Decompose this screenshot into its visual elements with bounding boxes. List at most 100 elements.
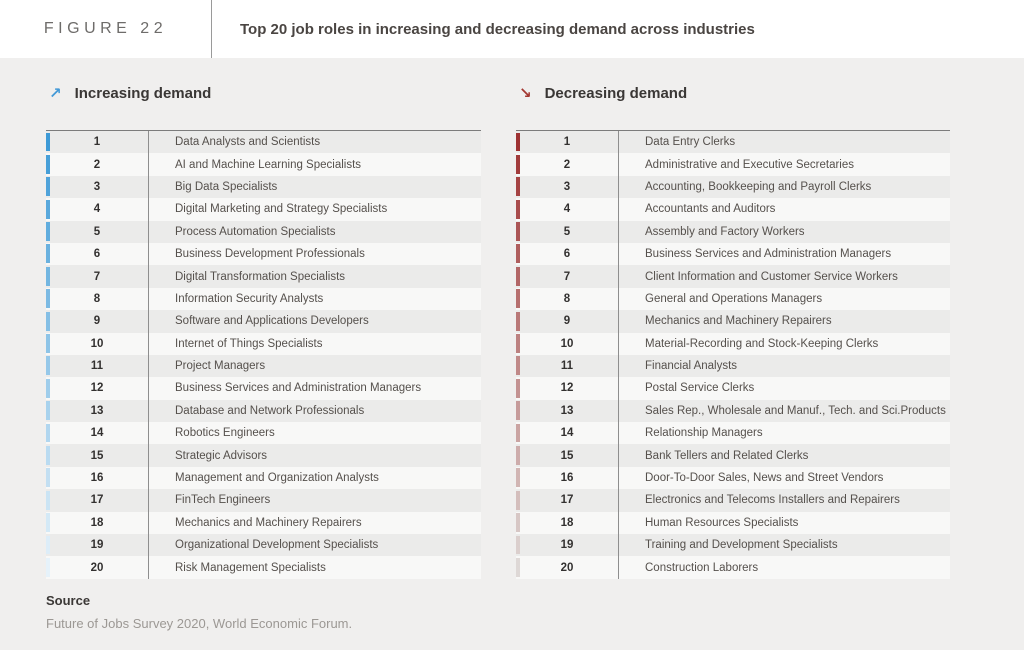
rank-tick — [46, 423, 50, 443]
role-label: Data Entry Clerks — [645, 136, 736, 149]
rank-tick — [46, 513, 50, 533]
decreasing-demand-heading: Decreasing demand — [544, 84, 688, 102]
rank-tick — [46, 334, 50, 353]
role-label: Software and Applications Developers — [175, 315, 369, 328]
rank-row: 20 Risk Management Specialists — [46, 556, 481, 579]
rank-tick — [516, 244, 520, 264]
rank-tick — [516, 356, 520, 376]
role-label: General and Operations Managers — [645, 292, 823, 305]
rank-number: 13 — [46, 399, 149, 423]
rank-number: 17 — [46, 489, 149, 512]
role-label: Assembly and Factory Workers — [645, 225, 805, 238]
rank-tick — [46, 445, 50, 465]
rank-tick — [516, 423, 520, 443]
rank-tick — [46, 311, 50, 331]
rank-row: 4 Accountants and Auditors — [516, 198, 950, 221]
role-label: Accounting, Bookkeeping and Payroll Cler… — [645, 180, 872, 193]
rank-number: 1 — [516, 131, 619, 154]
rank-tick — [46, 154, 50, 174]
source-label: Source — [46, 592, 91, 608]
source-text: Future of Jobs Survey 2020, World Econom… — [46, 615, 353, 631]
rank-number: 7 — [46, 265, 149, 288]
rank-tick — [516, 445, 520, 465]
rank-tick — [46, 222, 50, 241]
rank-row: 3 Accounting, Bookkeeping and Payroll Cle… — [516, 175, 950, 199]
role-label: Door-To-Door Sales, News and Street Vend… — [645, 472, 884, 485]
rank-tick — [516, 378, 520, 398]
rank-tick — [516, 490, 520, 510]
rank-tick — [46, 199, 50, 219]
rank-tick — [46, 378, 50, 398]
rank-row: 8 Information Security Analysts — [46, 287, 481, 311]
rank-row: 10 Material-Recording and Stock-Keeping C… — [516, 332, 950, 355]
rank-row: 6 Business Services and Administration Ma… — [516, 242, 950, 266]
rank-number: 5 — [46, 220, 149, 243]
rank-tick — [516, 177, 520, 197]
rank-row: 5 Process Automation Specialists — [46, 220, 481, 243]
rank-row: 15 Strategic Advisors — [46, 444, 481, 467]
rank-tick — [516, 154, 520, 174]
decreasing-demand-section: ↘ Decreasing demand 1 Data Entry Clerks 2 A… — [516, 58, 950, 579]
rank-tick — [46, 535, 50, 555]
rank-number: 11 — [516, 354, 619, 378]
rank-tick — [46, 289, 50, 309]
figure-page: FIGURE 22 Top 20 job roles in increasing… — [0, 0, 1024, 631]
rank-number: 15 — [516, 444, 619, 467]
rank-row: 13 Database and Network Professionals — [46, 399, 481, 423]
rank-number: 10 — [46, 332, 149, 355]
rank-row: 11 Financial Analysts — [516, 354, 950, 378]
increasing-demand-heading: Increasing demand — [74, 84, 212, 102]
rank-tick — [516, 311, 520, 331]
rank-row: 14 Robotics Engineers — [46, 422, 481, 445]
rank-number: 14 — [46, 422, 149, 445]
rank-row: 14 Relationship Managers — [516, 422, 950, 445]
rank-number: 14 — [516, 422, 619, 445]
role-label: Robotics Engineers — [175, 427, 275, 440]
role-label: Mechanics and Machinery Repairers — [645, 315, 832, 328]
rank-number: 6 — [46, 242, 149, 266]
rank-row: 16 Door-To-Door Sales, News and Street Ve… — [516, 466, 950, 490]
rank-tick — [516, 401, 520, 421]
rank-number: 3 — [46, 175, 149, 199]
rank-tick — [46, 266, 50, 286]
rank-number: 19 — [46, 534, 149, 557]
rank-row: 8 General and Operations Managers — [516, 287, 950, 311]
role-label: Organizational Development Specialists — [175, 539, 379, 552]
role-label: AI and Machine Learning Specialists — [175, 158, 362, 171]
role-label: Project Managers — [175, 360, 266, 373]
rank-number: 4 — [46, 198, 149, 221]
role-label: Business Services and Administration Man… — [175, 382, 422, 395]
role-label: Mechanics and Machinery Repairers — [175, 516, 362, 529]
role-label: Digital Transformation Specialists — [175, 270, 346, 283]
rank-row: 19 Organizational Development Specialists — [46, 534, 481, 557]
role-label: Relationship Managers — [645, 427, 763, 440]
rank-number: 10 — [516, 332, 619, 355]
rank-row: 18 Mechanics and Machinery Repairers — [46, 511, 481, 535]
role-label: Postal Service Clerks — [645, 382, 755, 395]
figure-body: ↗ Increasing demand 1 Data Analysts and S… — [0, 58, 1024, 579]
rank-row: 6 Business Development Professionals — [46, 242, 481, 266]
rank-number: 12 — [516, 377, 619, 400]
role-label: Information Security Analysts — [175, 292, 324, 305]
rank-tick — [46, 132, 50, 152]
role-label: Business Development Professionals — [175, 248, 365, 261]
rank-row: 7 Digital Transformation Specialists — [46, 265, 481, 288]
rank-row: 1 Data Analysts and Scientists — [46, 131, 481, 154]
rank-row: 11 Project Managers — [46, 354, 481, 378]
rank-number: 12 — [46, 377, 149, 400]
increasing-demand-section: ↗ Increasing demand 1 Data Analysts and S… — [46, 58, 481, 579]
rank-row: 1 Data Entry Clerks — [516, 131, 950, 154]
rank-number: 6 — [516, 242, 619, 266]
rank-number: 19 — [516, 534, 619, 557]
source-block: Source Future of Jobs Survey 2020, World… — [0, 579, 1024, 631]
rank-row: 12 Business Services and Administration M… — [46, 377, 481, 400]
rank-tick — [516, 266, 520, 286]
rank-tick — [46, 557, 50, 577]
rank-row: 17 Electronics and Telecoms Installers an… — [516, 489, 950, 512]
rank-number: 1 — [46, 131, 149, 154]
increasing-arrow-icon: ↗ — [49, 83, 62, 102]
role-label: Administrative and Executive Secretaries — [645, 158, 855, 171]
rank-tick — [46, 244, 50, 264]
rank-row: 10 Internet of Things Specialists — [46, 332, 481, 355]
figure-header: FIGURE 22 Top 20 job roles in increasing… — [0, 0, 1024, 58]
